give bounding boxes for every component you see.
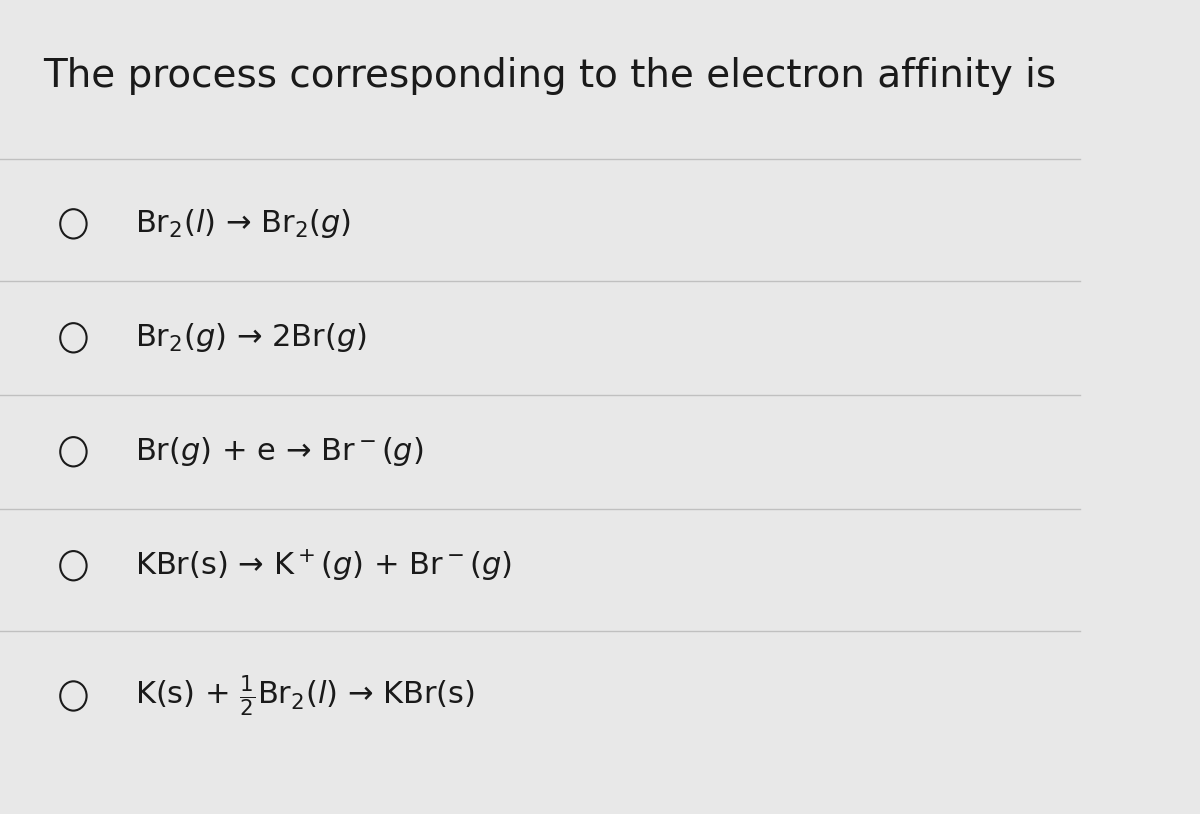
Text: KBr(s) → K$^+$($g$) + Br$^-$($g$): KBr(s) → K$^+$($g$) + Br$^-$($g$) — [134, 548, 512, 584]
Text: The process corresponding to the electron affinity is: The process corresponding to the electro… — [43, 57, 1056, 95]
Text: K(s) + $\frac{1}{2}$Br$_2$($l$) → KBr(s): K(s) + $\frac{1}{2}$Br$_2$($l$) → KBr(s) — [134, 673, 475, 719]
Text: Br$_2$($l$) → Br$_2$($g$): Br$_2$($l$) → Br$_2$($g$) — [134, 208, 352, 240]
Text: Br($g$) + e → Br$^-$($g$): Br($g$) + e → Br$^-$($g$) — [134, 435, 424, 468]
Text: Br$_2$($g$) → 2Br($g$): Br$_2$($g$) → 2Br($g$) — [134, 322, 367, 354]
